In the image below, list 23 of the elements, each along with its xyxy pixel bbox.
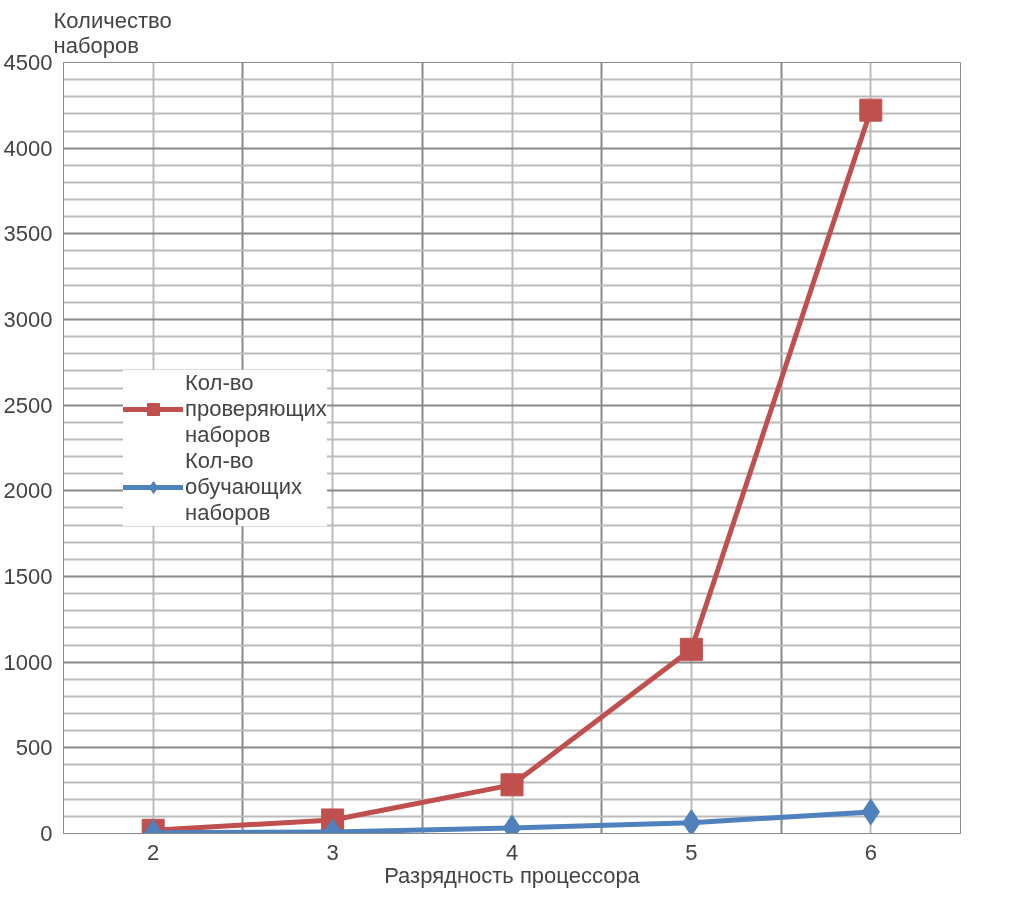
point [859, 98, 883, 122]
x-tick-label: 2 [147, 839, 160, 865]
x-axis-title: Разрядность процессора [384, 862, 641, 888]
y-tick-label: 3000 [3, 307, 53, 332]
y-tick-label: 1000 [3, 649, 53, 675]
y-tick-label: 500 [15, 735, 53, 761]
x-tick-label: 5 [685, 839, 698, 865]
point [500, 773, 524, 797]
point [682, 809, 701, 834]
legend-label: Кол-во проверяющих наборов [185, 369, 327, 448]
y-axis-title: Количество наборов [53, 7, 172, 58]
y-tick-label: 1500 [3, 564, 53, 589]
y-tick-label: 3500 [3, 221, 53, 247]
y-tick-label: 4000 [3, 135, 53, 161]
y-tick-label: 0 [40, 821, 53, 846]
legend-label: Кол-во обучающих наборов [185, 447, 302, 526]
y-tick-label: 2500 [3, 392, 53, 418]
x-tick-label: 3 [326, 839, 339, 865]
x-tick-label: 6 [864, 839, 877, 865]
y-tick-label: 2000 [3, 478, 53, 504]
x-tick-label: 4 [505, 839, 519, 865]
point [679, 637, 703, 661]
y-tick-label: 4500 [3, 50, 53, 75]
